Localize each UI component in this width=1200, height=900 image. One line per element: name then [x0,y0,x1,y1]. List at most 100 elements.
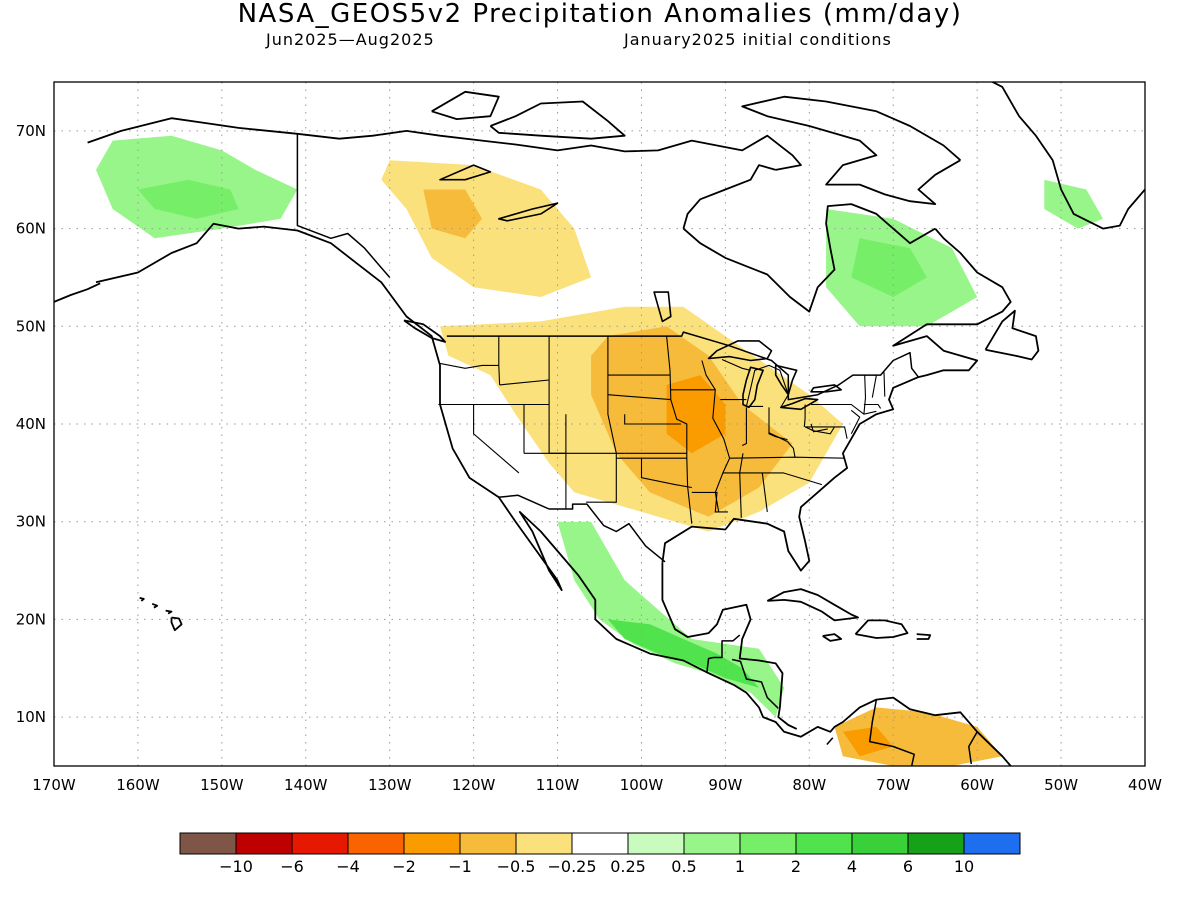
colombia-venezuela [868,699,915,766]
newfoundland [984,309,1040,361]
lat-tick-label: 40N [16,415,46,433]
central-america [731,658,779,709]
north-america-coast [95,222,1012,766]
colorbar-swatch [627,832,685,855]
baffin-island [741,95,961,206]
anomaly-greenland-wet [1044,179,1103,229]
state-border [803,404,806,427]
plot-area [54,82,1145,766]
colorbar-swatch [291,832,349,855]
lake-winnipeg [653,291,672,323]
hudson-bay-west [682,164,776,229]
panama-colombia [826,737,834,745]
state-border [863,375,867,415]
state-border [768,432,796,458]
vancouver-island [403,319,447,343]
state-border [871,375,877,398]
colorbar-swatch [739,832,797,855]
lat-tick-label: 20N [16,610,46,628]
hudson-bay-coast [682,203,936,313]
state-border [640,458,692,489]
us-mexico-border [497,494,666,563]
colorbar-swatch [235,832,293,855]
colorbar-swatch [907,832,965,855]
victoria-island [489,100,626,140]
axis-labels: 170W 160W 150W 140W 130W 120W 110W 100W 90W 80W 70… [16,122,1162,794]
arctic-coast [87,117,802,171]
colorbar-swatch [347,832,405,855]
anomaly-canada-nw-dry [381,160,592,297]
hispaniola [854,619,909,639]
anomaly-alaska-wet-core [137,179,239,219]
lon-tick-label: 150W [200,776,244,794]
colorbar-label: 1 [735,857,745,876]
map-frame [53,81,1146,767]
state-border [607,394,671,401]
state-border [850,409,861,435]
colorbar-label: −4 [336,857,360,876]
state-border [883,372,886,397]
state-border [804,426,835,435]
hawaii-kauai [139,597,145,602]
jamaica [822,633,843,642]
lat-tick-label: 10N [16,708,46,726]
cuba [766,588,859,622]
yucatan-coast [661,562,798,730]
colorbar-label: −6 [280,857,304,876]
lon-tick-label: 90W [708,776,742,794]
colorbar-label: −1 [448,857,472,876]
state-border [666,336,693,524]
state-border [745,364,789,408]
greenland-coast [990,82,1145,230]
anomaly-venezuela-dry-core [842,726,894,757]
colorbar-swatch [403,832,461,855]
state-border [722,472,823,486]
us-canada-border [446,331,919,401]
lon-tick-label: 160W [116,776,160,794]
colorbar-label: −10 [219,857,253,876]
colorbar-label: 4 [847,857,857,876]
state-border [624,414,681,425]
guatemala-mexico [706,634,741,673]
lat-tick-label: 60N [16,220,46,238]
state-border [741,407,747,446]
aleutians [54,282,101,303]
colorbar-swatch [459,832,517,855]
great-slave-lake [497,202,559,222]
lake-superior [707,340,773,362]
state-border [761,472,768,512]
state-border [439,362,499,369]
lat-tick-label: 70N [16,122,46,140]
lake-erie [779,397,819,411]
colorbar-swatch [515,832,573,855]
colorbar-label: −2 [392,857,416,876]
venezuela-guyana [968,731,978,765]
colorbar-label: 6 [903,857,913,876]
state-border [586,336,617,503]
colorbar-label: 0.5 [671,857,696,876]
hawaii-maui [165,609,173,615]
hawaii-big [170,616,183,632]
initial-conditions: January2025 initial conditions [624,30,892,49]
colorbar-label: 2 [791,857,801,876]
colorbar-swatch [795,832,853,855]
lon-tick-label: 130W [368,776,412,794]
lon-tick-label: 80W [792,776,826,794]
lon-tick-label: 120W [452,776,496,794]
colorbar-label: 10 [954,857,974,876]
state-border [811,403,877,415]
state-border [473,404,520,474]
lon-tick-label: 40W [1128,776,1162,794]
gulf-east-coast [661,228,1012,572]
state-border [701,360,731,512]
state-border [499,379,550,386]
colorbar-swatch [179,832,237,855]
lat-tick-label: 30N [16,513,46,531]
colorbar-label: −0.25 [547,857,596,876]
colorbar-label: −0.5 [497,857,536,876]
state-border [810,423,828,433]
lon-tick-label: 140W [284,776,328,794]
lon-tick-label: 100W [620,776,664,794]
lake-huron [774,364,798,396]
